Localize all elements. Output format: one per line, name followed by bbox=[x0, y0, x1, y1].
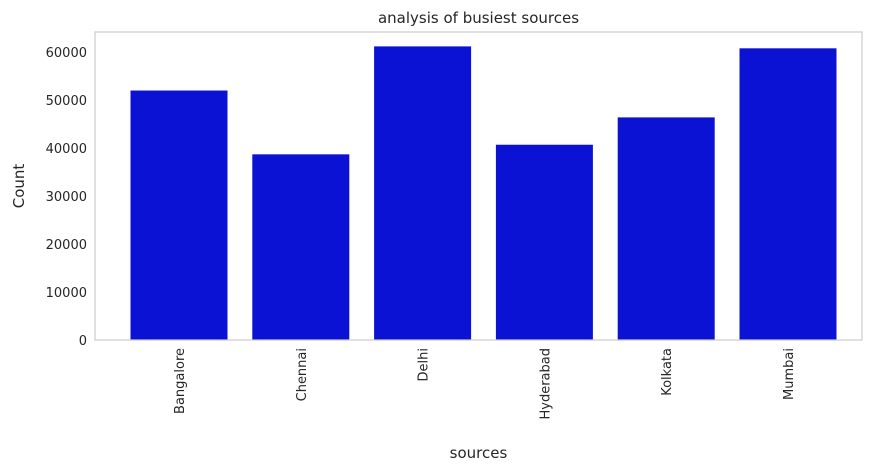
y-tick-label: 0 bbox=[79, 334, 87, 349]
x-tick-label: Delhi bbox=[417, 348, 432, 381]
bar-kolkata bbox=[617, 117, 715, 341]
bars-group bbox=[130, 46, 837, 341]
y-axis-ticks: 0 10000 20000 30000 40000 50000 60000 bbox=[46, 46, 87, 349]
bar-bangalore bbox=[130, 90, 228, 340]
bar-delhi bbox=[374, 46, 472, 341]
x-tick-label: Bangalore bbox=[173, 348, 188, 414]
y-tick-label: 50000 bbox=[46, 94, 87, 109]
y-tick-label: 20000 bbox=[46, 238, 87, 253]
y-tick-label: 10000 bbox=[46, 286, 87, 301]
bar-chennai bbox=[252, 154, 350, 340]
x-tick-label: Chennai bbox=[295, 348, 310, 401]
y-tick-label: 30000 bbox=[46, 190, 87, 205]
y-tick-label: 40000 bbox=[46, 142, 87, 157]
x-tick-label: Mumbai bbox=[782, 348, 797, 400]
x-tick-label: Kolkata bbox=[660, 348, 675, 396]
bar-mumbai bbox=[739, 48, 837, 341]
x-axis-ticks: Bangalore Chennai Delhi Hyderabad Kolkata Mum… bbox=[173, 348, 797, 420]
y-axis-title: Count bbox=[10, 164, 28, 209]
x-tick-label: Hyderabad bbox=[538, 348, 553, 420]
chart-title: analysis of busiest sources bbox=[378, 9, 579, 27]
bar-hyderabad bbox=[495, 144, 593, 340]
plot-area-frame bbox=[94, 31, 863, 341]
y-tick-label: 60000 bbox=[46, 46, 87, 61]
x-axis-title: sources bbox=[450, 444, 508, 462]
